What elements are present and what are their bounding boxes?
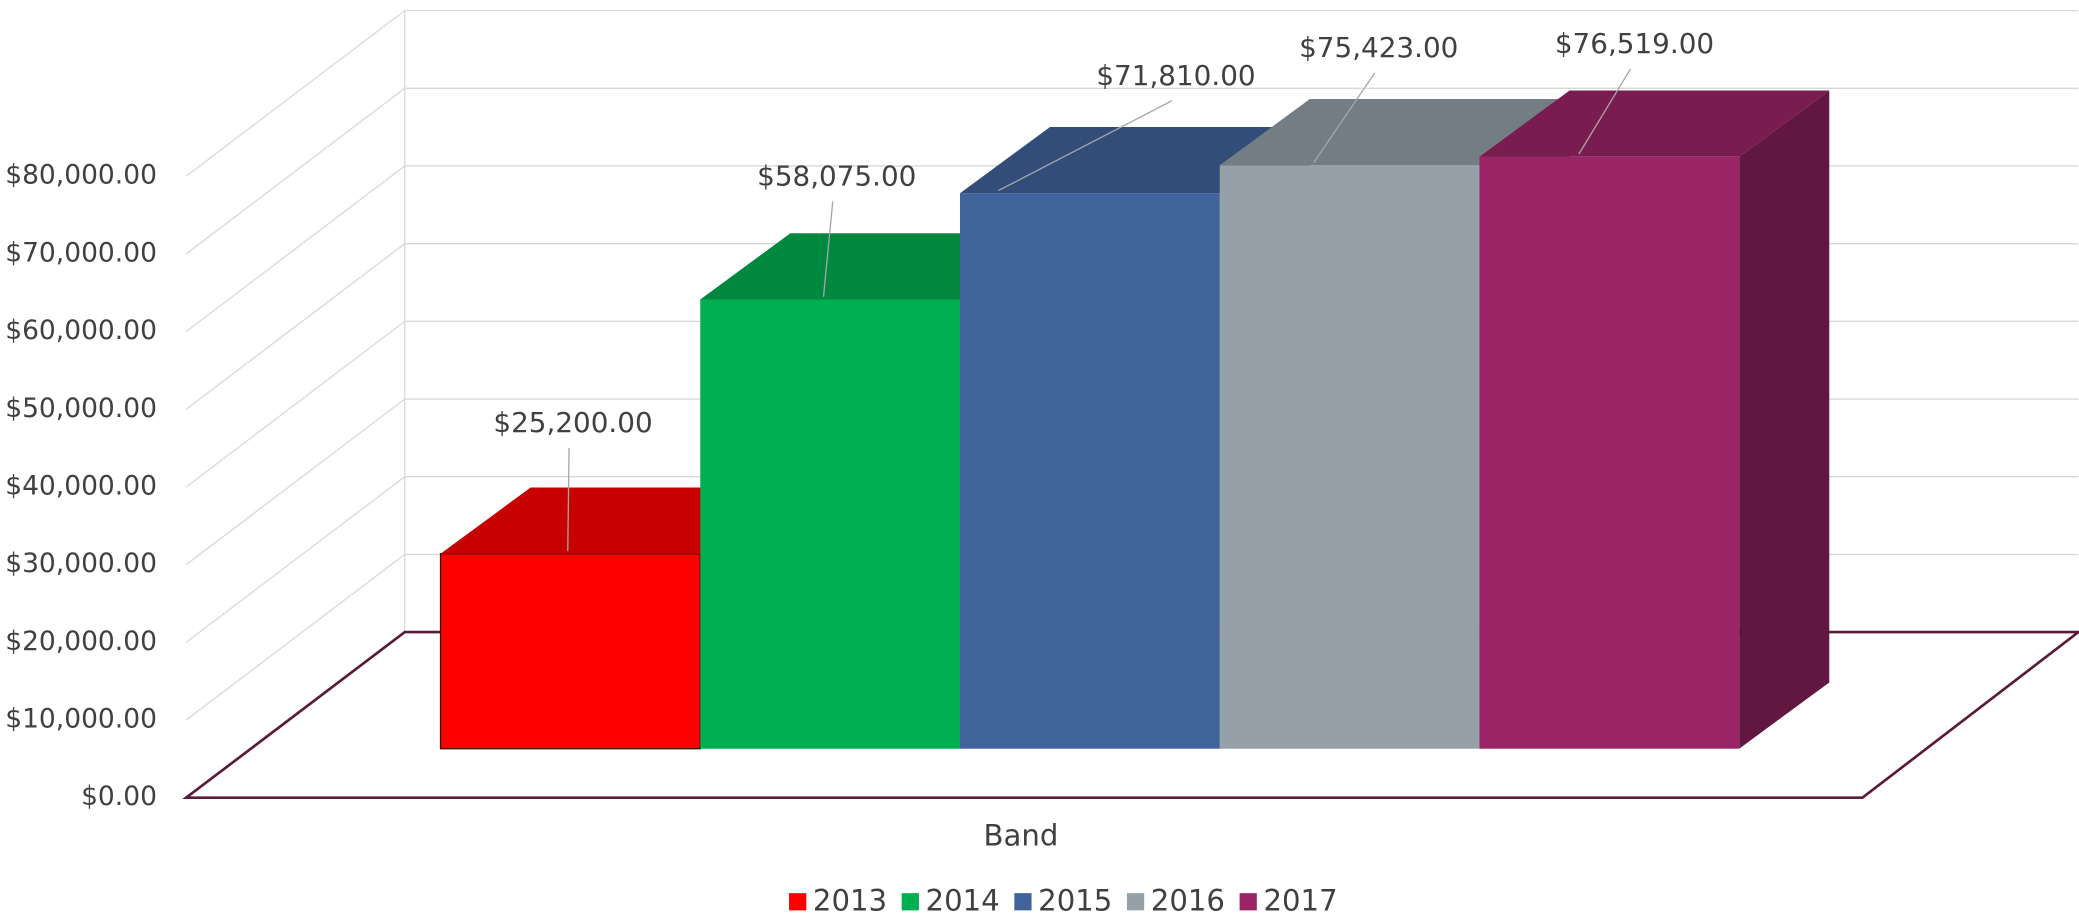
bar-side <box>1739 90 1830 749</box>
value-label: $71,810.00 <box>1096 59 1255 92</box>
y-tick-label: $70,000.00 <box>5 237 157 268</box>
grid-line <box>185 320 406 488</box>
bar <box>439 553 701 750</box>
floor <box>182 630 2079 800</box>
y-tick-label: $60,000.00 <box>5 315 157 346</box>
y-tick-label: $10,000.00 <box>5 704 157 735</box>
leader-line <box>998 100 1173 192</box>
leader-line <box>1313 72 1376 163</box>
y-tick-label: $30,000.00 <box>5 548 157 579</box>
grid-line <box>185 243 406 410</box>
grid-line <box>185 398 406 566</box>
y-tick-label: $20,000.00 <box>5 626 157 657</box>
y-tick-label: $0.00 <box>81 781 157 812</box>
bar-top <box>1219 99 1570 166</box>
legend-label: 2017 <box>1263 883 1337 917</box>
legend-swatch <box>789 893 807 911</box>
legend-label: 2013 <box>813 883 887 917</box>
value-label: $75,423.00 <box>1299 31 1458 64</box>
bar <box>1479 156 1740 749</box>
value-label: $76,519.00 <box>1555 27 1714 60</box>
x-category-label: Band <box>984 818 1059 852</box>
legend-swatch <box>1239 893 1257 911</box>
legend-swatch <box>901 893 919 911</box>
grid-line <box>185 10 406 177</box>
leader-line <box>1578 68 1632 155</box>
bar <box>700 299 960 749</box>
grid-line <box>185 553 406 721</box>
bar <box>959 193 1220 749</box>
leader-line <box>567 447 570 552</box>
leader-line <box>822 201 834 297</box>
bar <box>1219 165 1480 749</box>
value-label: $58,075.00 <box>757 160 916 193</box>
y-tick-label: $40,000.00 <box>5 470 157 501</box>
grid-line <box>185 476 406 643</box>
y-tick-label: $80,000.00 <box>5 160 157 191</box>
legend-label: 2016 <box>1151 883 1225 917</box>
legend-label: 2015 <box>1038 883 1112 917</box>
value-label: $25,200.00 <box>493 406 652 439</box>
grid-line <box>185 87 406 255</box>
grid-line <box>185 165 406 333</box>
legend-label: 2014 <box>926 883 1000 917</box>
bar-top <box>1479 90 1830 157</box>
legend-swatch <box>1126 893 1145 911</box>
y-tick-label: $50,000.00 <box>5 393 157 424</box>
legend-swatch <box>1014 893 1032 911</box>
